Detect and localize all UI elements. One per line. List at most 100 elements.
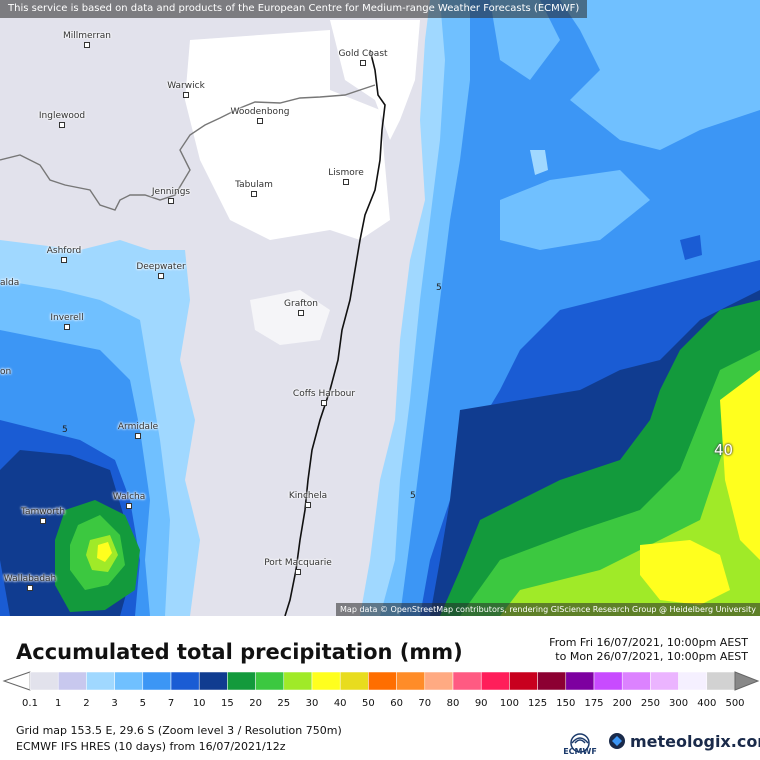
city-marker (168, 198, 174, 204)
legend-label: 80 (446, 698, 460, 709)
meteologix-logo[interactable]: meteologix.com (608, 730, 760, 752)
legend-label: 90 (474, 698, 488, 709)
legend-label: 20 (249, 698, 262, 709)
legend-swatch (537, 671, 567, 691)
legend-swatch (339, 671, 369, 691)
legend-label: 100 (499, 698, 519, 709)
legend-swatch (621, 671, 651, 691)
legend-swatch (283, 671, 313, 691)
legend-label: 150 (556, 698, 576, 709)
city-label-inverell: Inverell (50, 313, 84, 323)
city-marker (126, 503, 132, 509)
city-label-on: on (0, 367, 12, 377)
legend-swatch (424, 671, 454, 691)
contour-label-large: 40 (714, 441, 734, 459)
legend-label: 0.1 (22, 698, 38, 709)
precipitation-map[interactable]: This service is based on data and produc… (0, 0, 760, 616)
legend-label: 40 (333, 698, 347, 709)
city-marker (295, 569, 301, 575)
legend-swatch (396, 671, 426, 691)
legend-swatch (198, 671, 228, 691)
legend-swatch (142, 671, 172, 691)
city-marker (158, 273, 164, 279)
legend-label: 250 (640, 698, 660, 709)
city-label-wallabadah: Wallabadah (3, 574, 57, 584)
legend-label: 30 (305, 698, 319, 709)
legend-label: 500 (725, 698, 745, 709)
city-label-coffs-harbour: Coffs Harbour (292, 389, 356, 399)
legend-label: 1 (55, 698, 62, 709)
legend-color-bar (2, 671, 760, 691)
city-marker (64, 324, 70, 330)
legend-label: 5 (139, 698, 146, 709)
legend-swatch (311, 671, 341, 691)
city-label-inglewood: Inglewood (38, 111, 86, 121)
city-marker (305, 502, 311, 508)
period-to: to Mon 26/07/2021, 10:00pm AEST (555, 650, 748, 663)
city-label-warwick: Warwick (167, 81, 205, 91)
legend-label: 200 (612, 698, 632, 709)
city-marker (298, 310, 304, 316)
legend-arrow-right (734, 671, 760, 691)
ecmwf-logo-icon[interactable] (562, 724, 598, 758)
city-marker (343, 179, 349, 185)
city-marker (61, 257, 67, 263)
city-label-walcha: Walcha (112, 492, 146, 502)
legend-swatch (114, 671, 144, 691)
map-attribution[interactable]: Map data © OpenStreetMap contributors, r… (336, 603, 760, 616)
legend-swatch (509, 671, 538, 691)
city-label-millmerran: Millmerran (62, 31, 112, 41)
ecmwf-logo-text: ECMWF (563, 747, 597, 756)
legend-label: 10 (192, 698, 206, 709)
legend-label: 7 (167, 698, 175, 709)
legend-swatch (706, 671, 736, 691)
city-marker (321, 400, 327, 406)
legend-swatch (86, 671, 115, 691)
legend-swatch (227, 671, 256, 691)
legend-label: 400 (697, 698, 717, 709)
city-label-woodenbong: Woodenbong (230, 107, 290, 117)
legend-label: 3 (111, 698, 118, 709)
city-label-kinchela: Kinchela (288, 491, 328, 501)
legend-swatch (593, 671, 623, 691)
city-label-gold-coast: Gold Coast (338, 49, 388, 59)
legend-swatch (480, 671, 510, 691)
precipitation-legend: 0.1 1 2 3 5 7 10 15 20 25 30 40 50 60 70 80 90 100 125 150 1… (0, 670, 760, 710)
city-label-alda: alda (0, 278, 20, 288)
legend-label: 25 (277, 698, 291, 709)
grid-info: Grid map 153.5 E, 29.6 S (Zoom level 3 /… (16, 724, 342, 737)
ecmwf-notice: This service is based on data and produc… (0, 0, 588, 18)
city-marker (27, 585, 33, 591)
meteologix-globe-icon (609, 733, 625, 749)
contour-label: 5 (410, 491, 416, 501)
city-marker (59, 122, 65, 128)
legend-swatch (565, 671, 595, 691)
map-canvas (0, 0, 760, 616)
legend-label: 60 (390, 698, 403, 709)
city-label-ashford: Ashford (46, 246, 82, 256)
city-label-port-macquarie: Port Macquarie (264, 558, 332, 568)
contour-label: 5 (62, 425, 68, 435)
city-marker (360, 60, 366, 66)
legend-swatch (452, 671, 482, 691)
legend-label: 175 (584, 698, 604, 709)
legend-arrow-left (2, 671, 31, 691)
city-label-deepwater: Deepwater (136, 262, 186, 272)
legend-label: 125 (528, 698, 548, 709)
city-marker (251, 191, 257, 197)
city-marker (40, 518, 46, 524)
contour-label: 5 (436, 283, 442, 293)
legend-label: 15 (221, 698, 234, 709)
city-label-tamworth: Tamworth (20, 507, 66, 517)
legend-label: 300 (669, 698, 689, 709)
legend-swatch (170, 671, 200, 691)
city-label-armidale: Armidale (117, 422, 159, 432)
legend-swatch (678, 671, 708, 691)
legend-swatch (368, 671, 397, 691)
legend-label: 2 (83, 698, 90, 709)
model-info: ECMWF IFS HRES (10 days) from 16/07/2021… (16, 740, 286, 753)
legend-swatch (650, 671, 679, 691)
period-from: From Fri 16/07/2021, 10:00pm AEST (549, 636, 748, 649)
legend-label: 70 (418, 698, 432, 709)
product-title: Accumulated total precipitation (mm) (16, 640, 463, 664)
